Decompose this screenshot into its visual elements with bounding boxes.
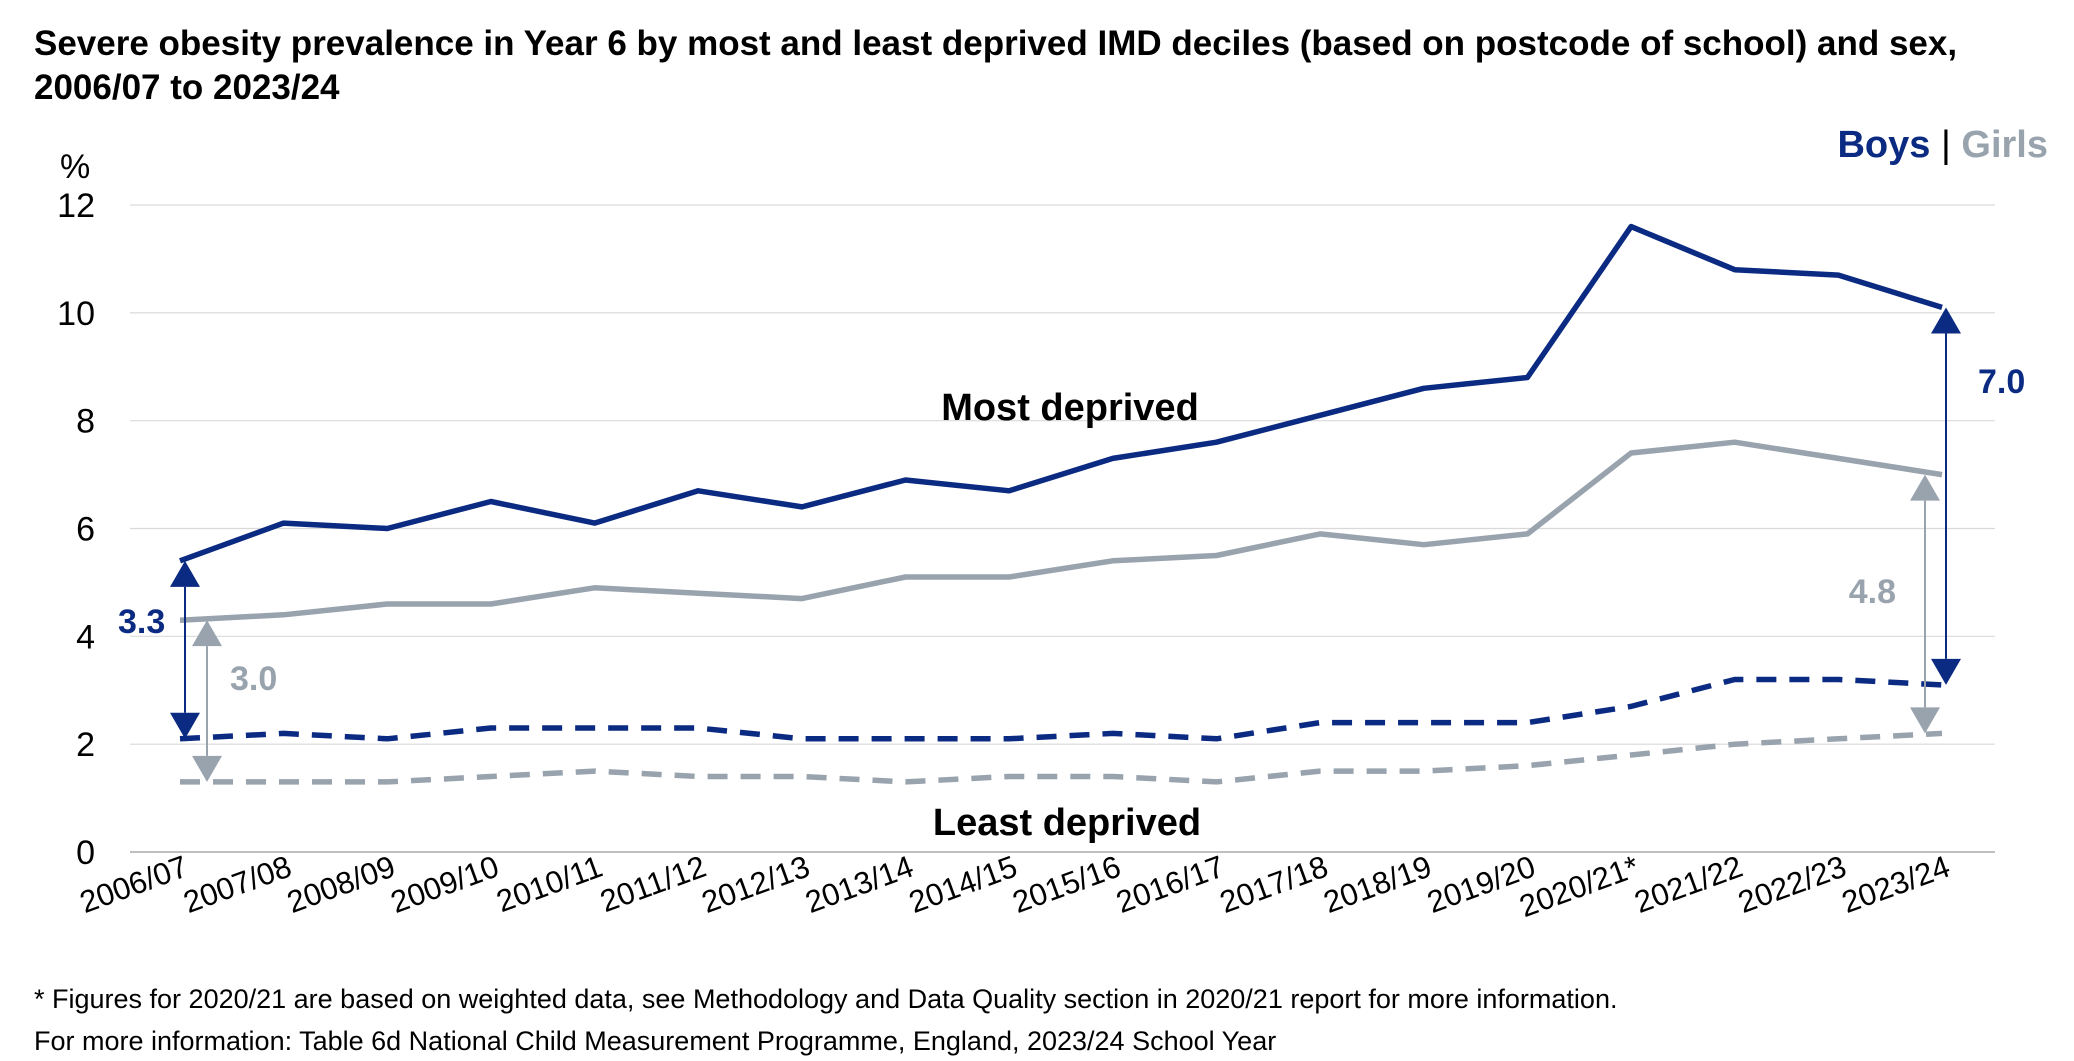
footnote-weighted: * Figures for 2020/21 are based on weigh… bbox=[34, 984, 1618, 1014]
gap-arrow-head-up bbox=[192, 620, 222, 647]
chart-title: Severe obesity prevalence in Year 6 by m… bbox=[34, 24, 1958, 107]
gap-arrows: 3.3 3.0 7.0 4.8 bbox=[118, 307, 2025, 782]
gap-arrow-head-down bbox=[192, 755, 222, 782]
y-tick-label: 10 bbox=[57, 295, 95, 333]
legend-boys: Boys bbox=[1837, 124, 1931, 166]
legend: Boys | Girls bbox=[1837, 124, 2048, 167]
x-tick-label: 2009/10 bbox=[386, 849, 503, 920]
x-tick-label: 2012/13 bbox=[697, 849, 814, 920]
gap-label: 7.0 bbox=[1978, 363, 2025, 401]
legend-girls: Girls bbox=[1961, 124, 2048, 166]
x-tick-label: 2010/11 bbox=[492, 849, 607, 919]
gap-arrow-head-down bbox=[1931, 658, 1961, 685]
y-tick-label: 4 bbox=[76, 618, 95, 656]
grid-lines bbox=[130, 204, 1995, 853]
series-line-girls-least-deprived bbox=[180, 730, 1943, 785]
y-tick-label: 6 bbox=[76, 511, 95, 549]
gap-label: 3.3 bbox=[118, 603, 165, 641]
x-tick-label: 2022/23 bbox=[1733, 849, 1850, 920]
x-tick-label: 2007/08 bbox=[179, 849, 296, 920]
x-tick-label: 2021/22 bbox=[1630, 849, 1747, 920]
x-tick-label: 2015/16 bbox=[1008, 849, 1125, 920]
least-deprived-label: Least deprived bbox=[933, 802, 1201, 844]
y-axis-label: % bbox=[60, 148, 90, 186]
y-tick-labels: 0 2 4 6 8 10 12 bbox=[57, 187, 95, 872]
series-line-boys-most-deprived bbox=[179, 223, 1943, 564]
gap-arrow-head-up bbox=[170, 560, 200, 587]
gap-arrow-head-up bbox=[1931, 307, 1961, 334]
series-lines bbox=[179, 223, 1943, 785]
x-tick-label: 2016/17 bbox=[1112, 849, 1229, 920]
gap-arrow-head-down bbox=[170, 712, 200, 739]
gap-arrow-head-down bbox=[1910, 707, 1940, 734]
footnote-source: For more information: Table 6d National … bbox=[34, 1026, 1277, 1056]
gap-label: 4.8 bbox=[1849, 573, 1896, 611]
x-tick-label: 2014/15 bbox=[904, 849, 1021, 920]
x-tick-label: 2018/19 bbox=[1319, 849, 1436, 920]
legend-separator: | bbox=[1940, 124, 1951, 166]
x-tick-label: 2008/09 bbox=[282, 849, 399, 920]
most-deprived-label: Most deprived bbox=[941, 387, 1199, 429]
series-line-girls-most-deprived bbox=[179, 439, 1943, 623]
gap-label: 3.0 bbox=[230, 660, 277, 698]
y-tick-label: 0 bbox=[76, 834, 95, 872]
y-tick-label: 2 bbox=[76, 726, 95, 764]
y-tick-label: 8 bbox=[76, 403, 95, 441]
x-tick-labels: 2006/072007/082008/092009/102010/112011/… bbox=[75, 849, 1954, 924]
series-line-boys-least-deprived bbox=[179, 676, 1943, 742]
x-tick-label: 2017/18 bbox=[1215, 849, 1332, 920]
y-tick-label: 12 bbox=[57, 187, 95, 225]
x-tick-label: 2013/14 bbox=[801, 849, 918, 920]
gap-arrow-head-up bbox=[1910, 474, 1940, 501]
x-tick-label: 2011/12 bbox=[596, 849, 711, 919]
x-tick-label: 2023/24 bbox=[1837, 849, 1954, 920]
x-tick-label: 2020/21* bbox=[1515, 849, 1644, 924]
